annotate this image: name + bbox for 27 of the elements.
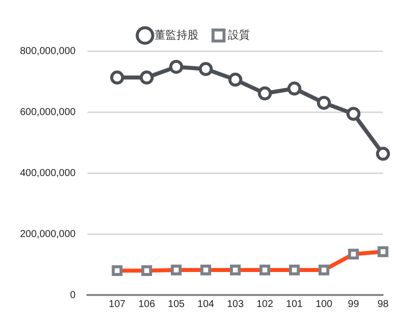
x-tick-label: 106 (138, 298, 156, 310)
y-tick-label: 600,000,000 (20, 106, 76, 118)
legend-label: 董監持股 (154, 28, 198, 42)
point (376, 146, 390, 161)
point (110, 70, 124, 85)
point (228, 72, 242, 87)
legend-label: 設質 (228, 28, 250, 42)
point (140, 70, 154, 85)
x-tick-label: 104 (197, 298, 215, 310)
y-tick-label: 200,000,000 (20, 228, 76, 240)
point (198, 62, 213, 76)
x-tick-label: 99 (348, 298, 360, 310)
y-tick-label: 400,000,000 (20, 168, 76, 179)
x-tick-label: 107 (108, 298, 126, 310)
point (346, 106, 360, 121)
y-tick-label: 0 (70, 290, 76, 301)
point (316, 96, 331, 110)
x-tick-label: 102 (256, 298, 274, 310)
x-tick-label: 105 (168, 298, 186, 310)
point (258, 86, 272, 100)
point (169, 60, 184, 74)
x-tick-label: 100 (316, 298, 333, 310)
y-tick-label: 800,000,000 (20, 46, 76, 57)
x-tick-label: 101 (286, 298, 304, 310)
x-tick-label: 103 (226, 298, 244, 310)
point (287, 82, 302, 96)
x-tick-label: 98 (377, 298, 389, 310)
